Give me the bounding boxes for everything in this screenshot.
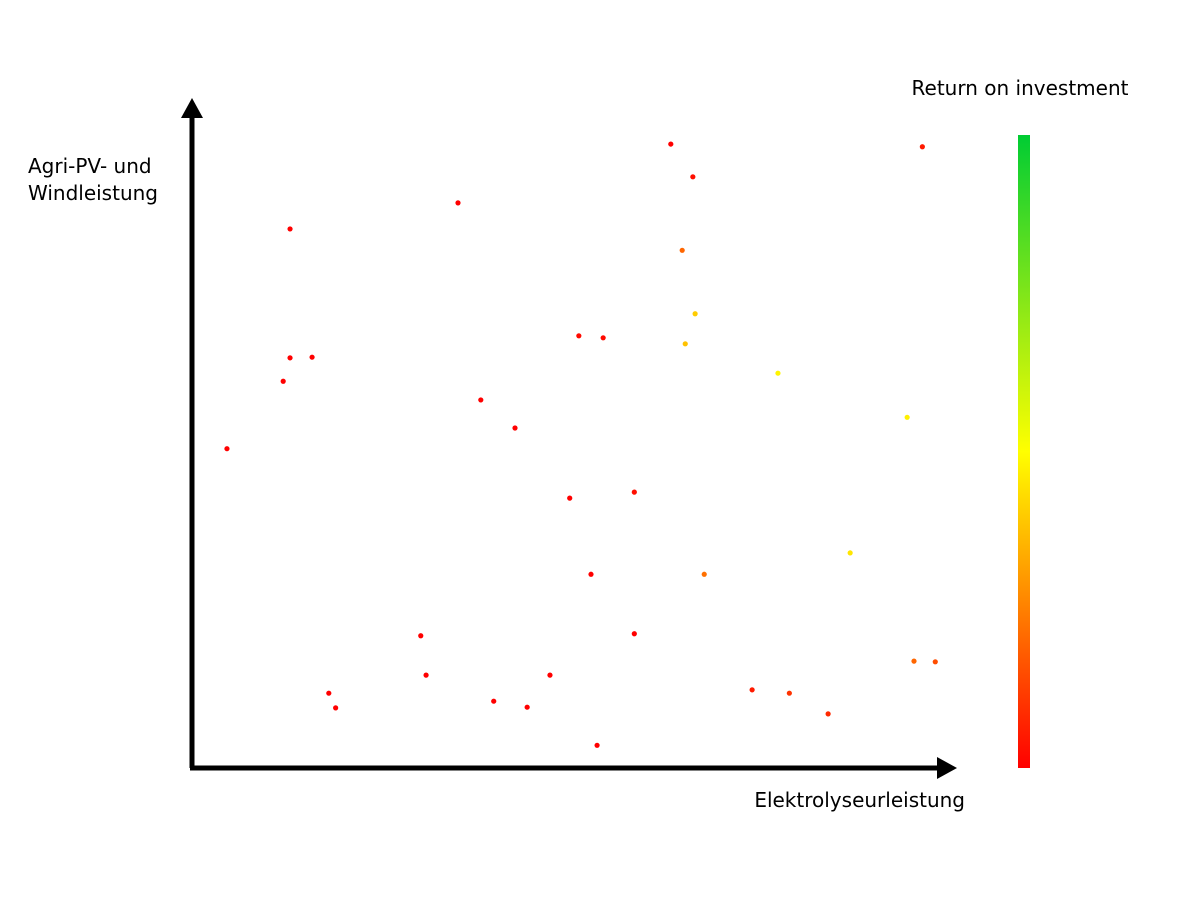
point — [668, 141, 674, 147]
point — [701, 571, 707, 577]
point — [491, 698, 497, 704]
point — [333, 705, 339, 711]
axes — [181, 98, 957, 779]
point — [690, 174, 696, 180]
point — [749, 687, 755, 693]
point — [847, 550, 853, 556]
point — [326, 690, 332, 696]
point — [775, 370, 781, 376]
x-axis-label: Elektrolyseurleistung — [754, 788, 965, 812]
point — [287, 355, 293, 361]
x-axis-arrow — [937, 757, 957, 779]
point — [682, 341, 688, 347]
point — [280, 378, 286, 384]
point — [631, 631, 637, 637]
point — [786, 690, 792, 696]
point — [224, 446, 230, 452]
point — [547, 672, 553, 678]
point — [455, 200, 461, 206]
point — [567, 495, 573, 501]
point — [287, 226, 293, 232]
point — [588, 571, 594, 577]
y-axis-label: Windleistung — [28, 181, 158, 205]
y-axis-label: Agri-PV- und — [28, 154, 152, 178]
point — [919, 144, 925, 150]
point — [594, 742, 600, 748]
colorbar-title: Return on investment — [912, 76, 1129, 100]
colorbar — [1018, 135, 1030, 768]
point — [423, 672, 429, 678]
point — [932, 659, 938, 665]
point — [904, 414, 910, 420]
y-axis-arrow — [181, 98, 203, 118]
point — [309, 354, 315, 360]
point — [600, 335, 606, 341]
point — [825, 711, 831, 717]
point — [631, 489, 637, 495]
point — [576, 333, 582, 339]
point — [418, 633, 424, 639]
point — [512, 425, 518, 431]
point — [679, 247, 685, 253]
point — [692, 311, 698, 317]
point — [911, 658, 917, 664]
point — [478, 397, 484, 403]
point — [524, 704, 530, 710]
